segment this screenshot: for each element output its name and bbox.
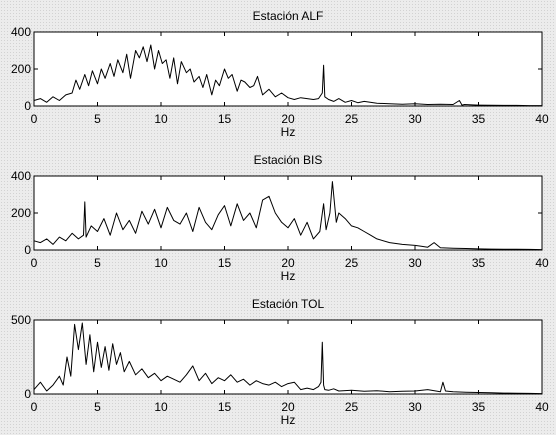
plot-area xyxy=(33,175,543,251)
x-tick-label: 40 xyxy=(535,256,549,270)
chart-title: Estación TOL xyxy=(252,297,325,311)
x-tick-label: 25 xyxy=(345,256,359,270)
x-tick-label: 5 xyxy=(94,400,101,414)
x-tick-label: 20 xyxy=(281,400,295,414)
x-tick-label: 25 xyxy=(345,112,359,126)
x-tick-label: 40 xyxy=(535,112,549,126)
chart-title: Estación ALF xyxy=(253,9,324,23)
y-tick-label: 400 xyxy=(11,25,31,39)
x-axis-label: Hz xyxy=(281,413,296,427)
chart-panel-3: Estación TOL 0 5 10 15 20 25 30 35 40 0 500 Hz xyxy=(11,297,549,427)
x-tick-label: 0 xyxy=(31,400,38,414)
y-tick-label: 0 xyxy=(24,99,31,113)
x-tick-label: 35 xyxy=(472,400,486,414)
x-axis-label: Hz xyxy=(281,269,296,283)
x-tick-label: 10 xyxy=(154,256,168,270)
chart-title: Estación BIS xyxy=(254,153,323,167)
x-tick-label: 5 xyxy=(94,112,101,126)
x-tick-label: 15 xyxy=(218,112,232,126)
x-tick-label: 35 xyxy=(472,112,486,126)
x-tick-label: 35 xyxy=(472,256,486,270)
x-tick-label: 25 xyxy=(345,400,359,414)
y-tick-label: 400 xyxy=(11,169,31,183)
y-tick-label: 200 xyxy=(11,206,31,220)
x-tick-label: 20 xyxy=(281,256,295,270)
x-tick-label: 40 xyxy=(535,400,549,414)
series-line-1 xyxy=(33,181,543,251)
y-tick-label: 200 xyxy=(11,62,31,76)
x-tick-label: 20 xyxy=(281,112,295,126)
x-tick-label: 0 xyxy=(31,256,38,270)
x-tick-label: 15 xyxy=(218,400,232,414)
x-tick-label: 0 xyxy=(31,112,38,126)
y-tick-label: 0 xyxy=(24,387,31,401)
plot-area xyxy=(33,31,543,107)
x-tick-label: 30 xyxy=(408,112,422,126)
plot-area xyxy=(33,319,543,395)
x-tick-label: 10 xyxy=(154,400,168,414)
y-tick-label: 500 xyxy=(11,313,31,327)
x-tick-label: 15 xyxy=(218,256,232,270)
x-tick-label: 30 xyxy=(408,400,422,414)
series-line-1 xyxy=(33,322,543,395)
series-line-1 xyxy=(33,44,542,107)
x-tick-label: 30 xyxy=(408,256,422,270)
x-tick-label: 5 xyxy=(94,256,101,270)
y-tick-label: 0 xyxy=(24,243,31,257)
x-axis-label: Hz xyxy=(281,125,296,139)
x-tick-label: 10 xyxy=(154,112,168,126)
